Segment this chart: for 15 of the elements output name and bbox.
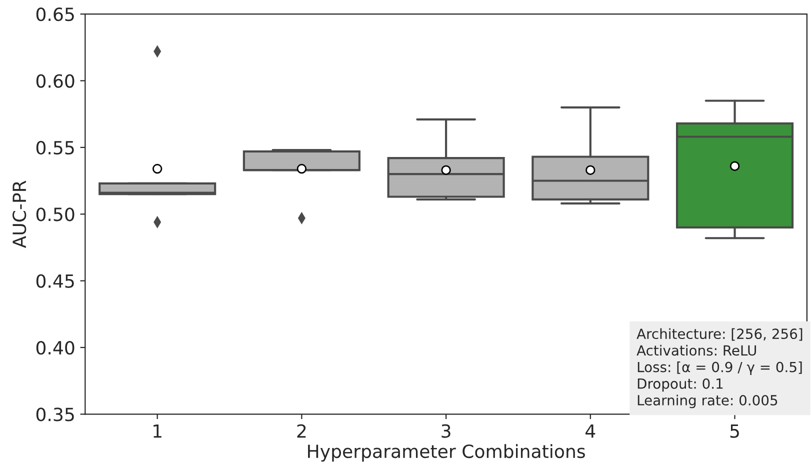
- y-tick-label: 0.65: [36, 8, 74, 22]
- x-tick-label: 4: [586, 424, 596, 438]
- y-tick-label: 0.35: [36, 408, 74, 422]
- y-tick-label: 0.40: [36, 340, 74, 355]
- x-axis-title: Hyperparameter Combinations: [308, 444, 585, 462]
- y-tick-label: 0.45: [36, 274, 74, 288]
- y-tick-label: 0.60: [36, 74, 74, 88]
- x-tick-label: 3: [442, 424, 450, 438]
- x-tick-label: 5: [730, 424, 739, 438]
- x-tick-label: 2: [297, 424, 306, 438]
- y-tick-label: 0.55: [36, 140, 74, 155]
- y-tick-label: 0.50: [36, 208, 74, 222]
- y-axis-title: AUC-PR: [12, 180, 26, 248]
- annotation: Architecture: [256, 256] Activations: ReLU Loss: [α = 0.9 / γ = 0.5] Dropout: 0.1 Learning rate: 0.005: [636, 328, 802, 408]
- x-tick-label: 1: [154, 424, 162, 438]
